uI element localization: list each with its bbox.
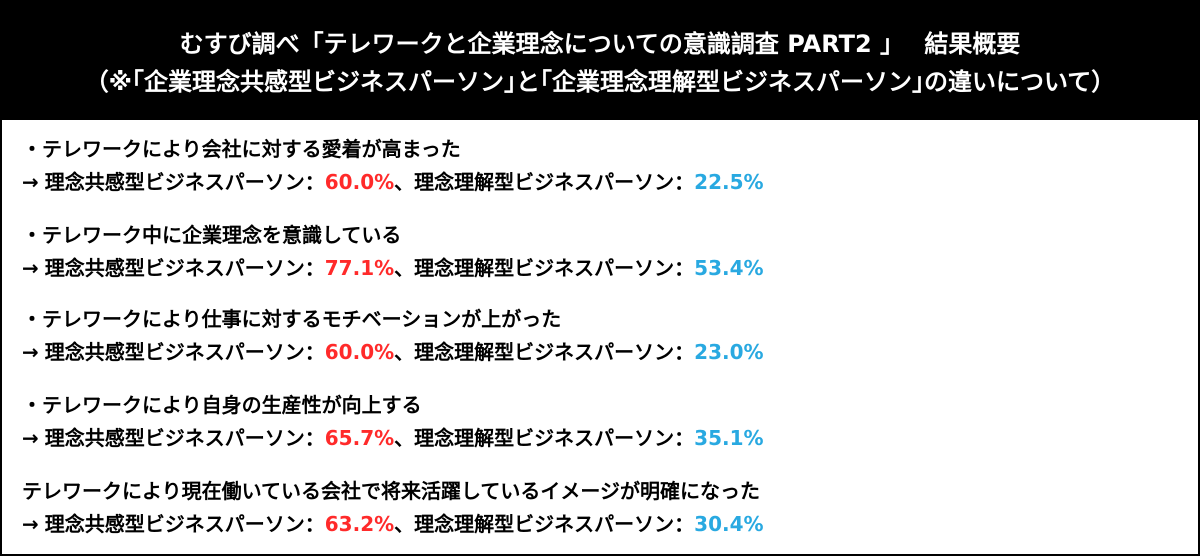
empathy-percentage: 60.0% [324, 340, 395, 364]
understanding-label: 理念理解型ビジネスパーソン： [414, 340, 695, 364]
result-title: ・テレワークにより会社に対する愛着が高まった [22, 137, 461, 161]
empathy-percentage: 65.7% [324, 426, 395, 450]
separator: 、 [394, 256, 415, 280]
separator: 、 [394, 426, 415, 450]
result-values: → 理念共感型ビジネスパーソン：63.2%、理念理解型ビジネスパーソン：30.4% [22, 509, 1182, 539]
results-list: ・テレワークにより会社に対する愛着が高まった → 理念共感型ビジネスパーソン：60… [2, 126, 1198, 554]
understanding-percentage: 53.4% [694, 256, 764, 280]
result-item: ・テレワークにより仕事に対するモチベーションが上がった → 理念共感型ビジネスパー… [22, 304, 1182, 367]
result-values: → 理念共感型ビジネスパーソン：60.0%、理念理解型ビジネスパーソン：23.0% [22, 337, 1182, 367]
result-title: ・テレワークにより自身の生産性が向上する [22, 393, 422, 417]
header-banner: むすび調べ「テレワークと企業理念についての意識調査 PART2 」 結果概要 （… [2, 2, 1198, 120]
result-title: ・テレワークにより仕事に対するモチベーションが上がった [22, 307, 562, 331]
empathy-label: 理念共感型ビジネスパーソン： [44, 426, 325, 450]
result-item: ・テレワークにより自身の生産性が向上する → 理念共感型ビジネスパーソン：65.7… [22, 390, 1182, 453]
understanding-percentage: 23.0% [694, 340, 764, 364]
result-values: → 理念共感型ビジネスパーソン：60.0%、理念理解型ビジネスパーソン：22.5% [22, 167, 1182, 197]
empathy-label: 理念共感型ビジネスパーソン： [44, 256, 325, 280]
understanding-label: 理念理解型ビジネスパーソン： [414, 256, 695, 280]
empathy-label: 理念共感型ビジネスパーソン： [44, 512, 325, 536]
empathy-percentage: 63.2% [324, 512, 395, 536]
page-title: むすび調べ「テレワークと企業理念についての意識調査 PART2 」 結果概要 [179, 30, 1021, 58]
result-item: ・テレワーク中に企業理念を意識している → 理念共感型ビジネスパーソン：77.1%… [22, 220, 1182, 283]
arrow-icon: → [22, 170, 39, 194]
understanding-label: 理念理解型ビジネスパーソン： [414, 170, 695, 194]
empathy-label: 理念共感型ビジネスパーソン： [44, 170, 325, 194]
arrow-icon: → [22, 256, 39, 280]
understanding-percentage: 30.4% [694, 512, 764, 536]
empathy-percentage: 77.1% [324, 256, 395, 280]
result-item: ・テレワークにより会社に対する愛着が高まった → 理念共感型ビジネスパーソン：60… [22, 134, 1182, 197]
separator: 、 [394, 512, 415, 536]
page-subtitle: （※｢企業理念共感型ビジネスパーソン｣と｢企業理念理解型ビジネスパーソン｣の違い… [84, 68, 1116, 96]
arrow-icon: → [22, 426, 39, 450]
separator: 、 [394, 170, 415, 194]
understanding-label: 理念理解型ビジネスパーソン： [414, 426, 695, 450]
result-item: テレワークにより現在働いている会社で将来活躍しているイメージが明確になった → 理… [22, 476, 1182, 539]
empathy-label: 理念共感型ビジネスパーソン： [44, 340, 325, 364]
understanding-label: 理念理解型ビジネスパーソン： [414, 512, 695, 536]
separator: 、 [394, 340, 415, 364]
result-values: → 理念共感型ビジネスパーソン：77.1%、理念理解型ビジネスパーソン：53.4% [22, 253, 1182, 283]
understanding-percentage: 35.1% [694, 426, 764, 450]
empathy-percentage: 60.0% [324, 170, 395, 194]
understanding-percentage: 22.5% [694, 170, 764, 194]
arrow-icon: → [22, 340, 39, 364]
result-values: → 理念共感型ビジネスパーソン：65.7%、理念理解型ビジネスパーソン：35.1% [22, 423, 1182, 453]
result-title: ・テレワーク中に企業理念を意識している [22, 223, 402, 247]
result-title: テレワークにより現在働いている会社で将来活躍しているイメージが明確になった [22, 479, 760, 503]
arrow-icon: → [22, 512, 39, 536]
